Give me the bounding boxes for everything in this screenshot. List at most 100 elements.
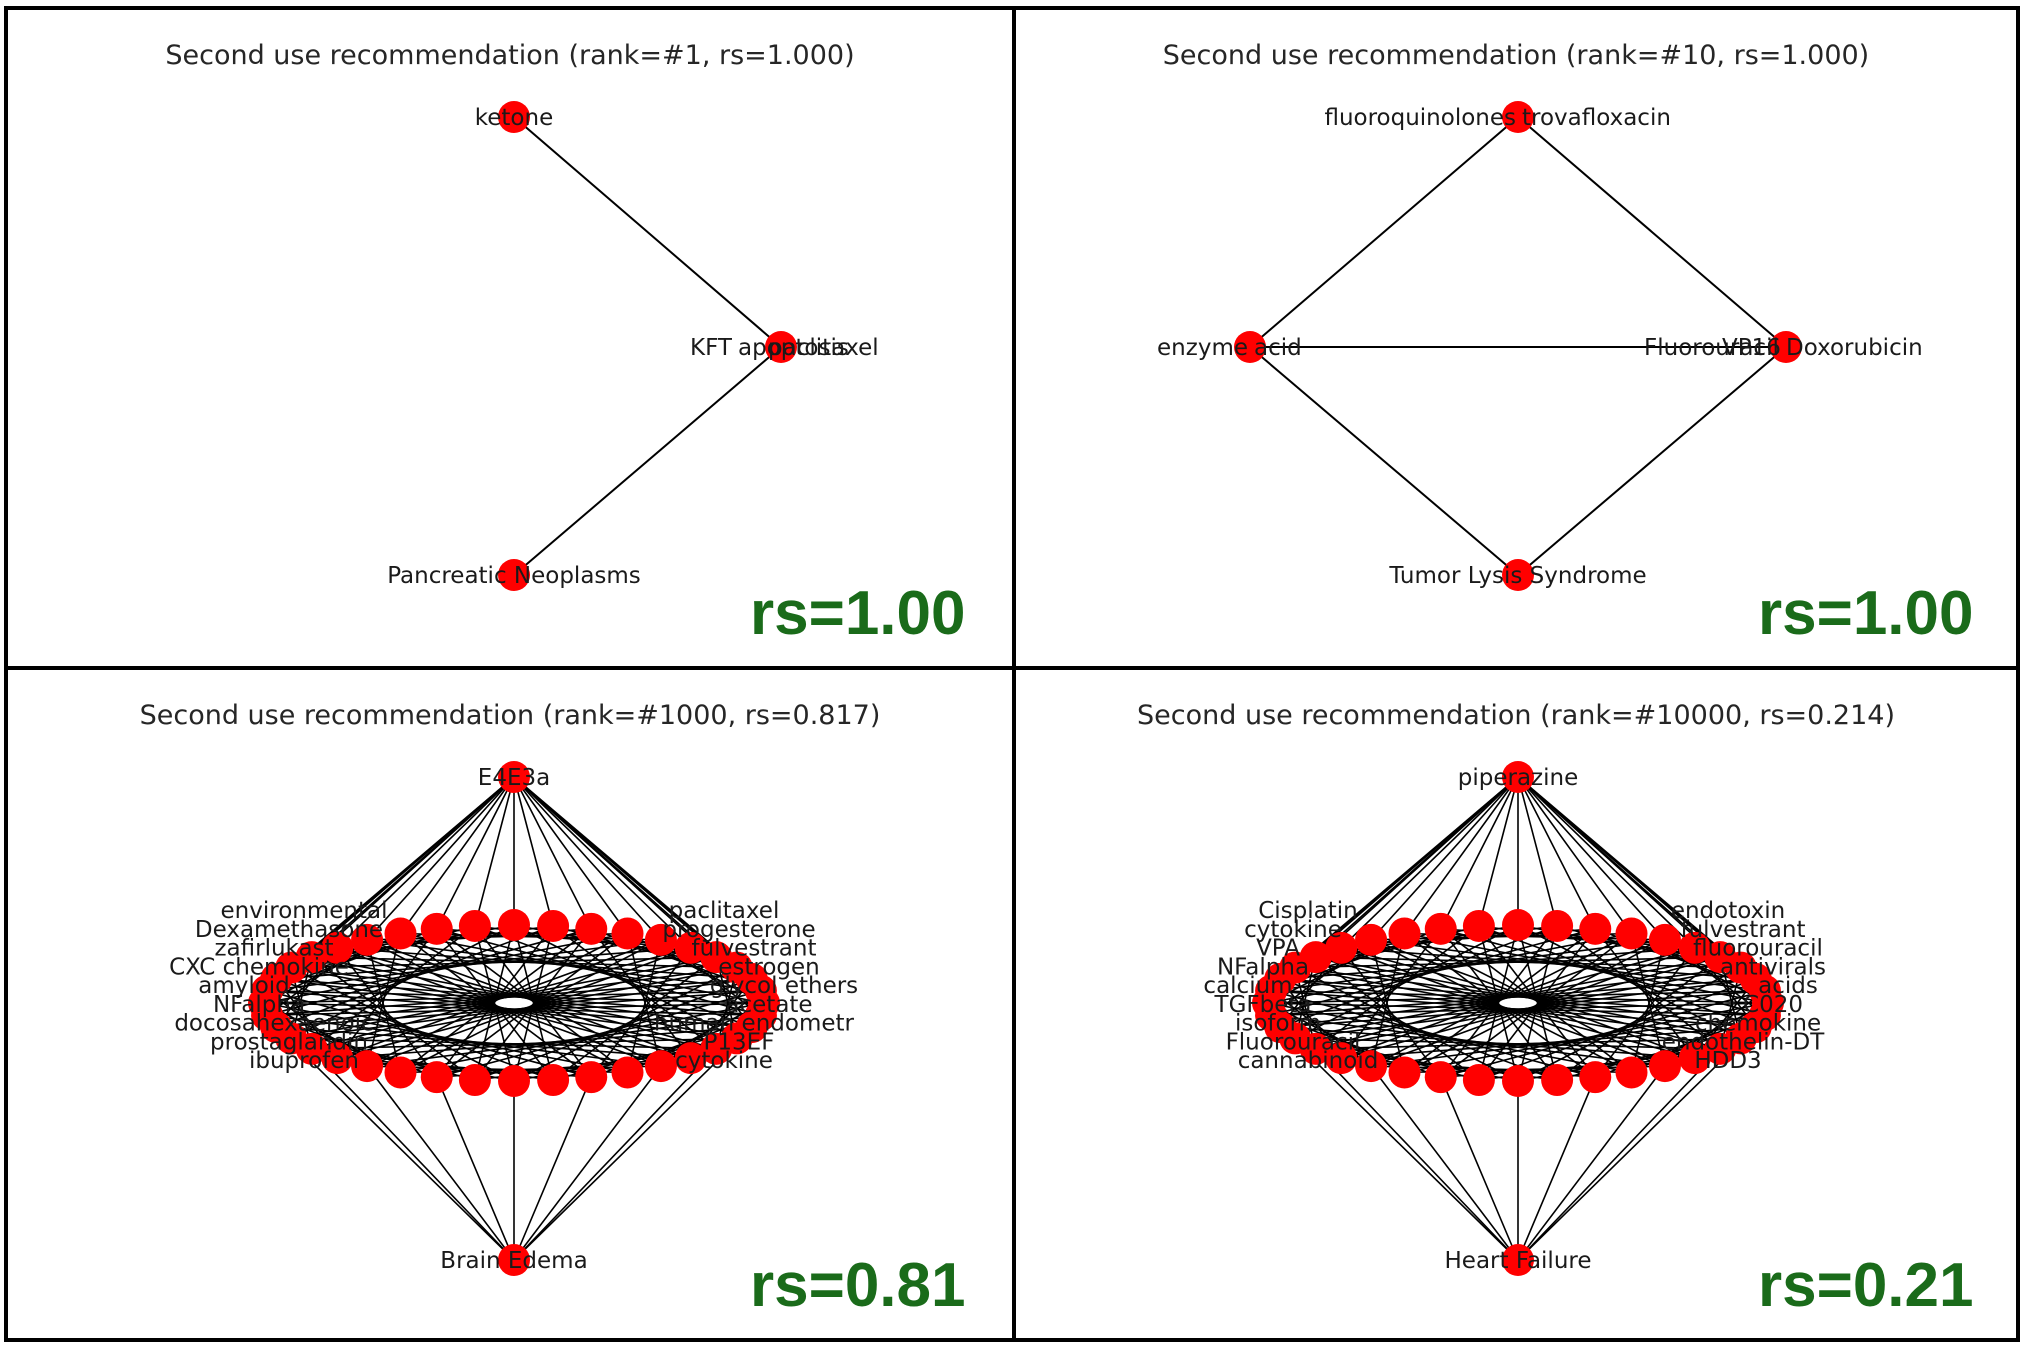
ring-node (674, 1042, 707, 1075)
node-label: VPA (1256, 936, 1300, 962)
node-label: acid (1254, 335, 1302, 361)
edge (275, 1026, 515, 1261)
edge (513, 776, 554, 927)
node-label: P13EF (704, 1029, 775, 1055)
edge (552, 956, 717, 1081)
ring-node (644, 1050, 677, 1083)
node-label-top: E4E3a (478, 765, 550, 791)
ring-node (700, 1032, 733, 1065)
node-label: acetate (725, 992, 812, 1018)
edge (1517, 1048, 1721, 1261)
edge (1280, 990, 1765, 1028)
ring-node (1579, 912, 1612, 945)
edge (436, 990, 762, 1078)
node-label: acids (1758, 973, 1818, 999)
ring-node (1648, 1050, 1681, 1083)
edge (513, 776, 662, 941)
node-kft (765, 331, 797, 363)
edge (1315, 1048, 1519, 1261)
ring-node (1502, 909, 1534, 941)
graph-panel-rank-10: Second use recommendation (rank=#10, rs=… (1012, 6, 2020, 670)
ring-node (1541, 909, 1574, 942)
edge (366, 1065, 515, 1261)
node-label: isoform (1235, 1011, 1321, 1037)
ring-node (575, 912, 608, 945)
node-label: CXC chemokine (169, 954, 349, 980)
graph-labels: fluoroquinolones trovafloxacin enzyme ac… (1157, 105, 1923, 589)
ring-node (1678, 1042, 1711, 1075)
graph-labels: piperazine Heart Failure Cisplatincytokine… (1203, 765, 1826, 1274)
edge (436, 1076, 515, 1261)
panel-title: Second use recommendation (rank=#10, rs=… (1162, 40, 1870, 71)
node-label: Fluorouracil (1644, 335, 1779, 361)
edge (1630, 939, 1666, 1073)
node-label: cytokine (1244, 917, 1342, 943)
ring-node (1579, 1061, 1612, 1094)
hub-node-bottom (498, 1244, 530, 1276)
node-enzyme (1234, 331, 1266, 363)
graph-rank-10000: piperazine Heart Failure Cisplatincytokine… (1203, 761, 1826, 1276)
node-label: ibuprofen (249, 1048, 359, 1074)
edge (1517, 1065, 1666, 1261)
node-label: cannabinoid (1238, 1048, 1379, 1074)
edge (1315, 776, 1519, 958)
edge (1340, 776, 1519, 949)
edge (626, 939, 662, 1073)
node-pancreatic (498, 559, 530, 591)
node-label-top: piperazine (1458, 765, 1578, 791)
node-label-bottom: Heart Failure (1445, 1248, 1592, 1274)
node-label: NFalpha (213, 992, 305, 1018)
relevance-score: rs=1.00 (750, 579, 966, 648)
node-label: amyloid (198, 973, 290, 999)
hub-node-top (1502, 761, 1534, 793)
edge (1556, 956, 1721, 1081)
node-label: TGFbeta (1214, 992, 1312, 1018)
node-label: NFalpha (1217, 954, 1309, 980)
node-label: human endometr (654, 1011, 855, 1037)
ring-node (1462, 909, 1495, 942)
ring-node (384, 1056, 417, 1089)
ring-node (1748, 974, 1781, 1007)
ring-node (1325, 931, 1358, 964)
ring-node (1355, 923, 1388, 956)
edge (1594, 947, 1696, 1078)
ring-node (1704, 1032, 1737, 1065)
hub-node-top (498, 761, 530, 793)
ring-node (1424, 1061, 1457, 1094)
ring-node (644, 923, 677, 956)
ring-node (321, 931, 354, 964)
relevance-score: rs=0.21 (1758, 1251, 1974, 1320)
edge (276, 990, 761, 1028)
node-label: environmental (221, 898, 388, 924)
graph-edges (513, 116, 782, 576)
graph-panel-rank-1: Second use recommendation (rank=#1, rs=1… (4, 6, 1016, 670)
edge (590, 947, 692, 1078)
node-label: HDD3 (1694, 1048, 1761, 1074)
edge (513, 1065, 662, 1261)
graph-labels: E4E3a Brain Edema environmentalDexamethaso… (169, 765, 858, 1274)
edge (513, 776, 692, 949)
ring-node (1299, 941, 1332, 974)
graph-rank-1000: E4E3a Brain Edema environmentalDexamethaso… (169, 761, 858, 1276)
graph-rank-10: fluoroquinolones trovafloxacin enzyme ac… (1157, 101, 1923, 591)
graph-labels: ketone KFT apoptosis paclitaxel Pancreat… (387, 105, 878, 589)
ring-node (611, 917, 644, 950)
node-label: endotoxin (1671, 898, 1785, 924)
ring-node (1678, 931, 1711, 964)
edge (513, 1076, 592, 1261)
ring-node (575, 1061, 608, 1094)
node-label: progesterone (662, 917, 815, 943)
ring-node (1388, 917, 1421, 950)
graph-edges (1249, 116, 1787, 576)
node-label: VP16 (1722, 335, 1781, 361)
edge-enzyme-tls (1249, 346, 1519, 576)
edge (366, 776, 515, 941)
ring-node (458, 1064, 491, 1097)
ring-node (674, 931, 707, 964)
edge (1517, 1076, 1596, 1261)
edge (513, 776, 629, 934)
edge-fluoroquinolones-enzyme (1249, 116, 1519, 348)
edge (474, 776, 515, 927)
node-tls (1502, 559, 1534, 591)
graph-edges (1267, 776, 1769, 1261)
